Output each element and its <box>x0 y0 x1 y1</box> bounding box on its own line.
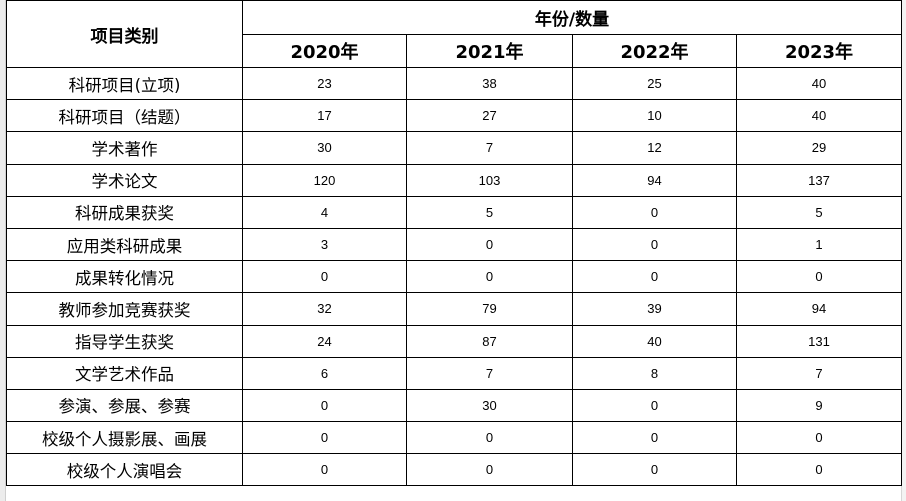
value-cell: 0 <box>736 453 902 487</box>
value-cell: 103 <box>406 163 573 197</box>
value-cell: 23 <box>242 66 407 101</box>
row-label: 校级个人摄影展、画展 <box>6 421 243 455</box>
value-cell: 29 <box>736 131 902 165</box>
value-cell: 5 <box>406 195 573 229</box>
category-header: 项目类别 <box>6 0 243 68</box>
value-cell: 0 <box>406 227 573 262</box>
value-cell: 30 <box>242 131 407 165</box>
year-header-2020: 2020年 <box>242 34 407 68</box>
table-row: 成果转化情况 0 0 0 0 <box>6 260 902 294</box>
row-label: 学术著作 <box>6 131 243 165</box>
year-header-2023: 2023年 <box>736 34 902 68</box>
table-row: 科研项目(立项) 23 38 25 40 <box>6 66 902 101</box>
spreadsheet-right-margin <box>901 0 906 501</box>
value-cell: 0 <box>406 421 573 455</box>
value-cell: 17 <box>242 99 407 133</box>
row-label: 指导学生获奖 <box>6 324 243 358</box>
value-cell: 120 <box>242 163 407 197</box>
row-label: 科研项目（结题） <box>6 99 243 133</box>
value-cell: 1 <box>736 227 902 262</box>
value-cell: 0 <box>572 388 737 423</box>
value-cell: 7 <box>406 356 573 390</box>
value-cell: 9 <box>736 388 902 423</box>
value-cell: 39 <box>572 292 737 326</box>
value-cell: 0 <box>242 453 407 487</box>
table-body: 科研项目(立项) 23 38 25 40 科研项目（结题） 17 27 10 40 学术著作 30 7 1… <box>6 66 902 487</box>
value-cell: 0 <box>572 195 737 229</box>
table-row: 校级个人演唱会 0 0 0 0 <box>6 453 902 487</box>
value-cell: 24 <box>242 324 407 358</box>
value-cell: 5 <box>736 195 902 229</box>
value-cell: 38 <box>406 66 573 101</box>
value-cell: 8 <box>572 356 737 390</box>
table-row: 科研成果获奖 4 5 0 5 <box>6 195 902 229</box>
value-cell: 94 <box>572 163 737 197</box>
value-cell: 79 <box>406 292 573 326</box>
table-row: 科研项目（结题） 17 27 10 40 <box>6 99 902 133</box>
row-label: 应用类科研成果 <box>6 227 243 262</box>
table-row: 教师参加竞赛获奖 32 79 39 94 <box>6 292 902 326</box>
row-label: 文学艺术作品 <box>6 356 243 390</box>
value-cell: 27 <box>406 99 573 133</box>
table-row: 校级个人摄影展、画展 0 0 0 0 <box>6 421 902 455</box>
row-label: 参演、参展、参赛 <box>6 388 243 423</box>
statistics-table: 项目类别 年份/数量 2020年 2021年 2022年 2023年 科研项目(… <box>6 0 902 487</box>
value-cell: 131 <box>736 324 902 358</box>
row-label: 科研项目(立项) <box>6 66 243 101</box>
value-cell: 40 <box>572 324 737 358</box>
row-label: 校级个人演唱会 <box>6 453 243 487</box>
table-row: 指导学生获奖 24 87 40 131 <box>6 324 902 358</box>
table-row: 应用类科研成果 3 0 0 1 <box>6 227 902 262</box>
value-cell: 32 <box>242 292 407 326</box>
value-cell: 7 <box>736 356 902 390</box>
value-cell: 4 <box>242 195 407 229</box>
value-cell: 3 <box>242 227 407 262</box>
value-cell: 0 <box>242 260 407 294</box>
table-row: 学术论文 120 103 94 137 <box>6 163 902 197</box>
value-cell: 40 <box>736 66 902 101</box>
year-header-2022: 2022年 <box>572 34 737 68</box>
value-cell: 10 <box>572 99 737 133</box>
value-cell: 12 <box>572 131 737 165</box>
value-cell: 0 <box>572 421 737 455</box>
row-label: 成果转化情况 <box>6 260 243 294</box>
value-cell: 137 <box>736 163 902 197</box>
value-cell: 0 <box>406 260 573 294</box>
value-cell: 6 <box>242 356 407 390</box>
value-cell: 0 <box>572 227 737 262</box>
value-cell: 0 <box>572 260 737 294</box>
value-cell: 25 <box>572 66 737 101</box>
row-label: 科研成果获奖 <box>6 195 243 229</box>
value-cell: 30 <box>406 388 573 423</box>
value-cell: 0 <box>242 388 407 423</box>
value-cell: 94 <box>736 292 902 326</box>
row-label: 学术论文 <box>6 163 243 197</box>
spreadsheet-left-margin <box>0 0 6 501</box>
value-cell: 7 <box>406 131 573 165</box>
table-row: 参演、参展、参赛 0 30 0 9 <box>6 388 902 423</box>
year-header-2021: 2021年 <box>406 34 573 68</box>
value-cell: 87 <box>406 324 573 358</box>
value-cell: 40 <box>736 99 902 133</box>
value-cell: 0 <box>406 453 573 487</box>
value-cell: 0 <box>736 421 902 455</box>
value-cell: 0 <box>242 421 407 455</box>
table-row: 学术著作 30 7 12 29 <box>6 131 902 165</box>
year-quantity-header: 年份/数量 <box>242 0 902 35</box>
table-row: 文学艺术作品 6 7 8 7 <box>6 356 902 390</box>
value-cell: 0 <box>736 260 902 294</box>
value-cell: 0 <box>572 453 737 487</box>
row-label: 教师参加竞赛获奖 <box>6 292 243 326</box>
